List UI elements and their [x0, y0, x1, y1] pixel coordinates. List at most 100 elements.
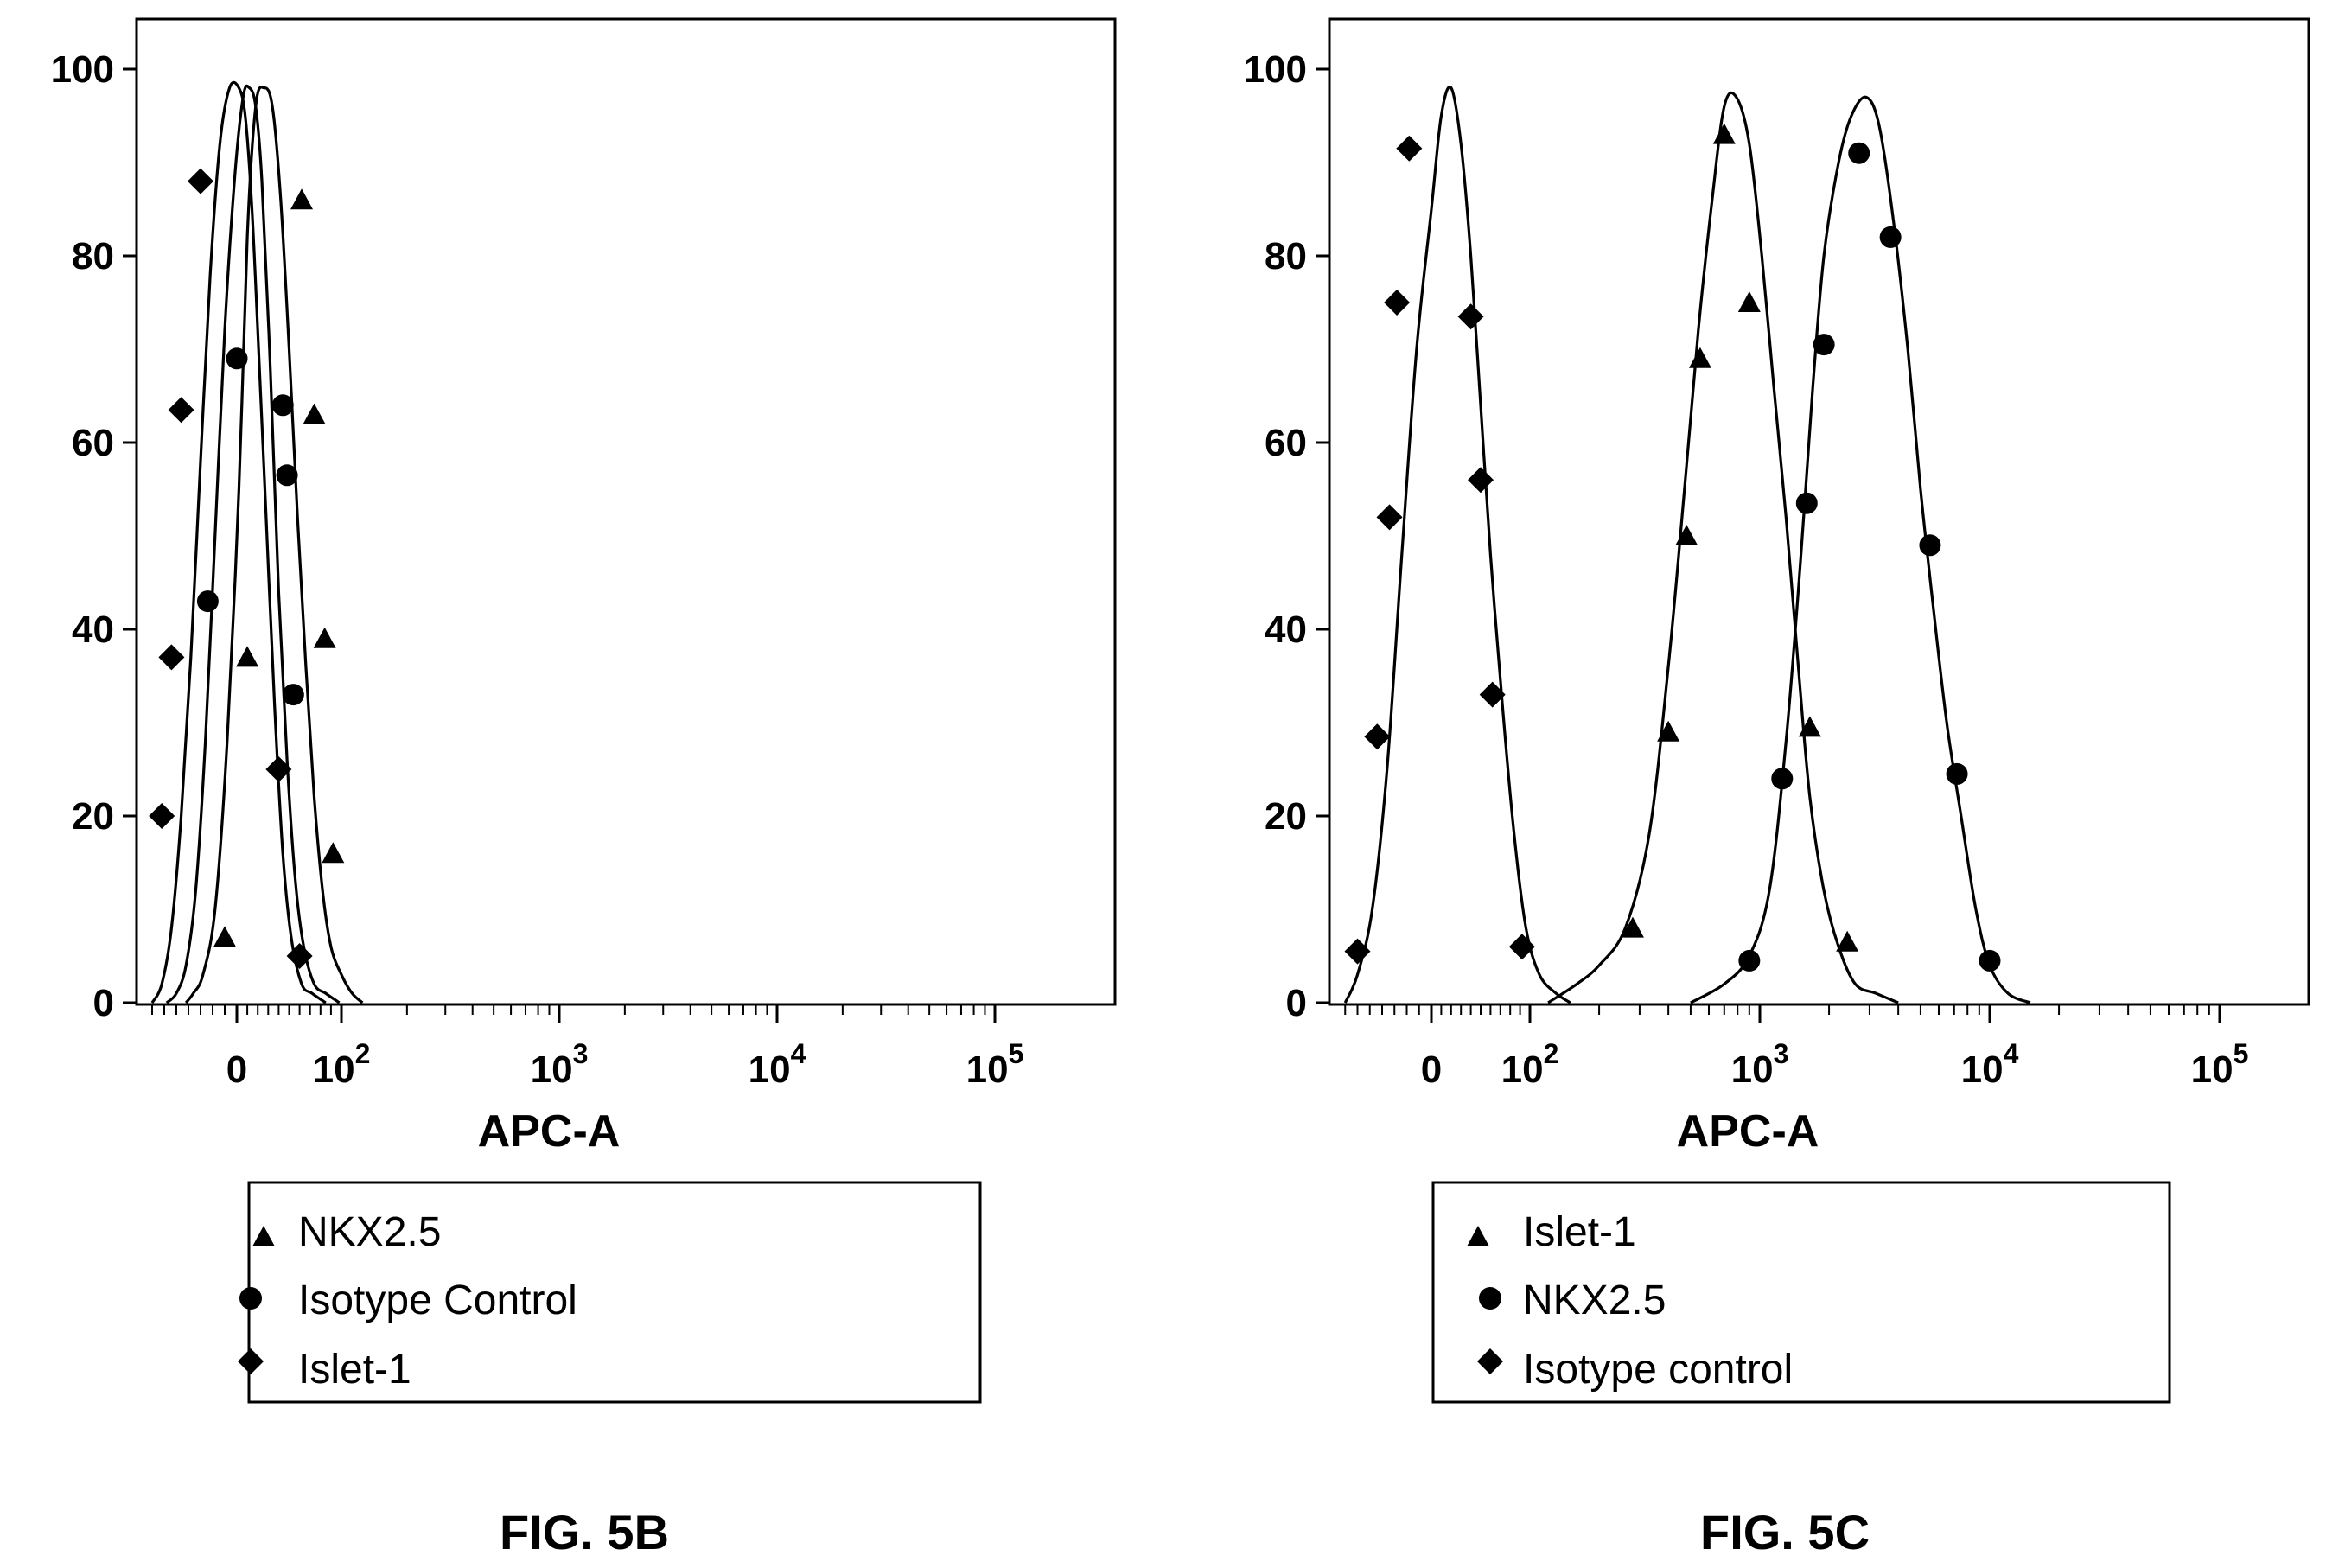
- legend: NKX2.5 Isotype Control Islet-1: [238, 1181, 982, 1404]
- legend-entry-nkx2-5: NKX2.5: [252, 1209, 441, 1255]
- legend-entry-nkx2-5: NKX2.5: [1479, 1278, 1666, 1323]
- y-tick-label: 0: [93, 982, 114, 1024]
- markers-group: [1344, 123, 2001, 972]
- legend-entry-islet-1: Islet-1: [238, 1347, 411, 1393]
- axes: 0 20 40 60 80 100 0 102 103 104 105: [51, 48, 1024, 1091]
- triangle-marker: [322, 842, 345, 864]
- curves-group: [150, 80, 364, 1004]
- x-axis-label: APC-A: [1677, 1106, 1819, 1157]
- legend-entry-isotype-control: Isotype control: [1477, 1347, 1793, 1393]
- series-line: [1547, 91, 1899, 1004]
- circle-marker: [1919, 534, 1941, 557]
- diamond-marker: [188, 168, 213, 194]
- x-tick-label: 105: [966, 1038, 1024, 1091]
- triangle-marker: [236, 646, 259, 667]
- legend-label: Isotype control: [1523, 1347, 1793, 1393]
- circle-marker-icon: [239, 1287, 262, 1310]
- panel-fig-5b: 0 20 40 60 80 100 0 102 103 104 105 APC-A NKX2.5 I…: [51, 17, 1117, 1559]
- series-line: [165, 84, 341, 1004]
- x-tick-label: 105: [2191, 1038, 2249, 1091]
- y-tick-label: 60: [72, 422, 114, 464]
- triangle-marker-icon: [1467, 1226, 1489, 1246]
- diamond-marker-icon: [238, 1348, 264, 1374]
- diamond-marker: [1396, 135, 1423, 162]
- figure-caption: FIG. 5C: [1700, 1505, 1870, 1559]
- series-line: [1690, 95, 2031, 1004]
- y-tick-label: 100: [51, 48, 114, 91]
- triangle-marker: [1798, 716, 1821, 737]
- diamond-marker: [158, 644, 185, 671]
- triangle-marker: [290, 188, 314, 210]
- legend-label: NKX2.5: [298, 1209, 441, 1255]
- triangle-marker: [1836, 930, 1859, 952]
- diamond-marker: [1468, 467, 1494, 494]
- triangle-marker: [1675, 525, 1698, 545]
- diamond-marker-icon: [1477, 1348, 1503, 1374]
- x-tick-label: 102: [313, 1038, 371, 1091]
- series-line: [150, 80, 327, 1004]
- triangle-marker: [1657, 720, 1680, 742]
- circle-marker: [1795, 492, 1818, 514]
- axes: 0 20 40 60 80 100 0 102 103 104 105: [1244, 48, 2249, 1091]
- legend-entry-islet-1: Islet-1: [1467, 1209, 1636, 1255]
- legend-label: Islet-1: [298, 1347, 411, 1393]
- plot-frame: [1328, 17, 2310, 1006]
- circle-marker: [226, 347, 248, 370]
- diamond-marker: [286, 943, 313, 969]
- circle-marker: [1771, 768, 1794, 790]
- panel-fig-5c: 0 20 40 60 80 100 0 102 103 104 105 APC-A Islet-1 …: [1244, 17, 2310, 1559]
- x-tick-label: 103: [1731, 1038, 1789, 1091]
- legend-label: NKX2.5: [1523, 1278, 1666, 1323]
- diamond-marker: [265, 756, 292, 782]
- x-tick-label: 0: [226, 1049, 247, 1091]
- y-tick-label: 100: [1244, 48, 1307, 91]
- circle-marker-icon: [1479, 1287, 1501, 1310]
- figure-caption: FIG. 5B: [500, 1505, 669, 1559]
- y-tick-label: 0: [1286, 982, 1307, 1024]
- diamond-marker: [1384, 290, 1411, 316]
- series-line: [1343, 85, 1571, 1004]
- triangle-marker: [303, 403, 326, 424]
- legend-label: Islet-1: [1523, 1209, 1636, 1255]
- circle-marker: [1848, 142, 1870, 164]
- legend-label: Isotype Control: [298, 1278, 577, 1323]
- diamond-marker: [1344, 938, 1371, 965]
- triangle-marker: [1737, 291, 1761, 312]
- plot-frame: [135, 17, 1117, 1006]
- triangle-marker: [1688, 347, 1711, 368]
- circle-marker: [1979, 949, 2001, 972]
- x-tick-label: 103: [531, 1038, 589, 1091]
- legend: Islet-1 NKX2.5 Isotype control: [1431, 1181, 2171, 1404]
- y-tick-label: 40: [1265, 609, 1307, 651]
- circle-marker: [1813, 334, 1835, 356]
- circle-marker: [1946, 762, 1968, 785]
- circle-marker: [271, 394, 294, 417]
- circle-marker: [282, 684, 304, 706]
- diamond-marker: [149, 803, 175, 829]
- series-line: [184, 86, 364, 1004]
- circle-marker: [1738, 949, 1761, 972]
- triangle-marker: [313, 627, 336, 648]
- circle-marker: [1879, 226, 1902, 248]
- diamond-marker: [1457, 303, 1484, 330]
- legend-entry-isotype-control: Isotype Control: [239, 1278, 577, 1323]
- x-tick-label: 104: [749, 1038, 806, 1091]
- triangle-marker-icon: [252, 1226, 275, 1246]
- triangle-marker: [1621, 916, 1644, 938]
- triangle-marker: [213, 926, 236, 947]
- curves-group: [1343, 85, 2031, 1004]
- diamond-marker: [1479, 681, 1506, 708]
- diamond-marker: [1364, 723, 1391, 750]
- diamond-marker: [168, 397, 194, 424]
- y-tick-label: 20: [72, 795, 114, 838]
- x-tick-label: 102: [1501, 1038, 1559, 1091]
- legend-box: [1431, 1181, 2171, 1404]
- x-tick-label: 0: [1421, 1049, 1442, 1091]
- y-tick-label: 80: [72, 235, 114, 277]
- y-tick-label: 40: [72, 609, 114, 651]
- triangle-marker: [1712, 123, 1736, 144]
- x-axis-label: APC-A: [478, 1106, 621, 1157]
- y-tick-label: 60: [1265, 422, 1307, 464]
- markers-group: [149, 168, 345, 969]
